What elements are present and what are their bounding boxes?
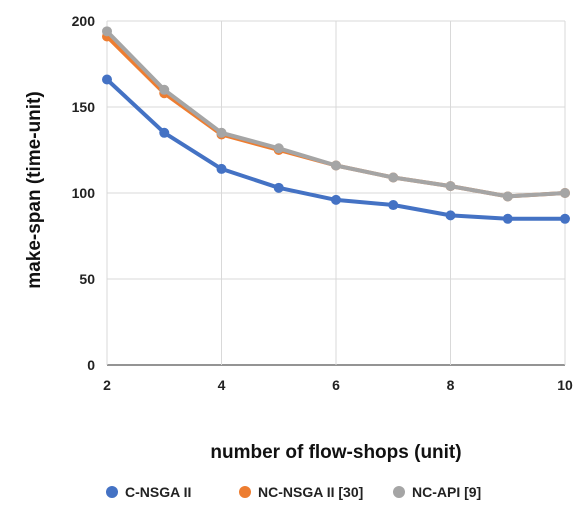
data-point [102,74,112,85]
legend: C-NSGA II NC-NSGA II [30] NC-API [9] [106,484,481,500]
legend-marker [106,486,118,498]
data-point [502,191,513,202]
legend-marker [393,486,405,498]
y-tick-label: 150 [72,99,96,115]
y-tick-label: 100 [72,185,96,201]
x-tick-label: 4 [218,377,226,393]
legend-label: C-NSGA II [125,484,191,500]
legend-item: NC-NSGA II [30] [239,484,363,500]
data-point [560,213,570,224]
legend-item: NC-API [9] [393,484,481,500]
x-axis-title: number of flow-shops (unit) [210,442,461,463]
y-axis-ticks: 0 50 100 150 200 [72,13,96,373]
y-tick-label: 0 [87,357,95,373]
x-tick-label: 8 [447,377,455,393]
x-tick-label: 10 [557,377,573,393]
x-axis-ticks: 2 4 6 8 10 [103,377,573,393]
data-point [331,194,341,205]
data-point [159,84,170,95]
data-point [216,127,227,138]
x-tick-label: 6 [332,377,340,393]
data-point [445,210,456,221]
series-group [102,26,570,224]
data-point [388,172,399,183]
y-tick-label: 50 [79,271,95,287]
data-point [216,163,227,174]
data-point [560,188,570,198]
data-point [331,160,341,171]
y-axis-title: make-span (time-unit) [24,91,45,288]
legend-marker [239,486,251,498]
legend-label: NC-API [9] [412,484,481,500]
x-tick-label: 2 [103,377,111,393]
data-point [388,200,399,211]
data-point [273,143,284,154]
data-point [502,213,513,224]
data-point [273,182,284,193]
legend-label: NC-NSGA II [30] [258,484,363,500]
legend-item: C-NSGA II [106,484,191,500]
y-tick-label: 200 [72,13,96,29]
data-point [159,127,170,138]
data-point [102,26,112,37]
data-point [445,181,456,192]
